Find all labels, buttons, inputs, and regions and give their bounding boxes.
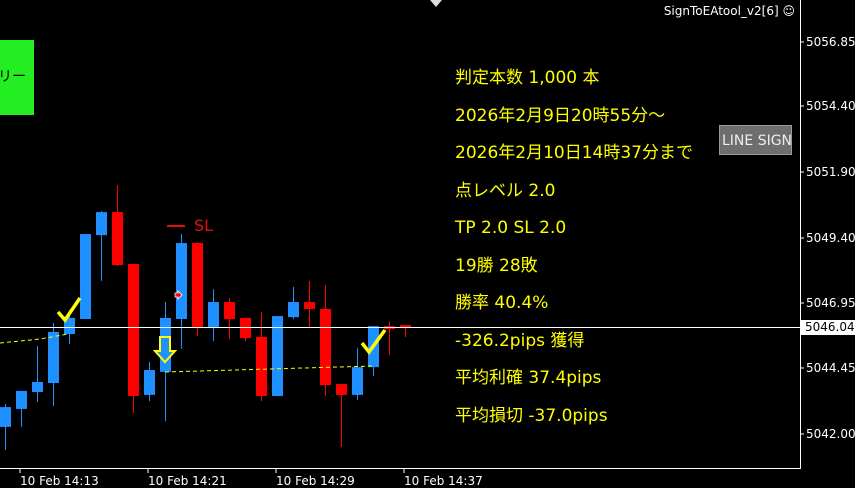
candle xyxy=(144,362,155,401)
stat-start: 2026年2月9日20時55分～ xyxy=(455,105,666,126)
stat-winrate: 勝率 40.4% xyxy=(455,293,549,313)
candle-body xyxy=(144,370,155,395)
candle xyxy=(0,403,11,450)
candle-body xyxy=(320,308,331,386)
current-price-label: 5046.04 xyxy=(801,320,855,335)
candle xyxy=(256,312,267,401)
stats-panel: 判定本数 1,000 本 2026年2月9日20時55分～ 2026年2月10日… xyxy=(455,60,693,435)
price-axis-label: 5046.95 xyxy=(806,296,855,310)
time-axis-label: 10 Feb 14:29 xyxy=(276,474,355,488)
indicator-title: SignToEAtool_v2[6] ☺ xyxy=(664,4,795,18)
stat-end: 2026年2月10日14時37分まで xyxy=(455,143,693,163)
candle-body xyxy=(352,367,363,395)
trade-line xyxy=(164,365,373,373)
candle-body xyxy=(112,212,123,266)
candle-body xyxy=(16,390,27,409)
green-button[interactable]: リー xyxy=(0,40,34,115)
down-arrow-icon xyxy=(152,336,178,364)
sl-label: SL xyxy=(194,216,214,235)
time-axis-label: 10 Feb 14:13 xyxy=(20,474,99,488)
stat-avg-profit: 平均利確 37.4pips xyxy=(455,368,602,388)
time-axis-label: 10 Feb 14:37 xyxy=(404,474,483,488)
candle xyxy=(16,390,27,427)
candle xyxy=(320,285,331,396)
stat-wins-losses: 19勝 28敗 xyxy=(455,255,538,276)
candle-body xyxy=(176,243,187,319)
candle-body xyxy=(256,336,267,396)
candle-body xyxy=(288,302,299,318)
green-button-label: リー xyxy=(0,69,26,85)
candle-body xyxy=(0,407,11,427)
candle-body xyxy=(336,384,347,395)
candle xyxy=(96,211,107,281)
candle xyxy=(240,317,251,341)
candle xyxy=(208,289,219,341)
candle-body xyxy=(400,325,411,328)
price-axis-label: 5054.40 xyxy=(806,99,855,113)
check-icon xyxy=(56,297,82,323)
stat-avg-loss: 平均損切 -37.0pips xyxy=(455,405,608,426)
candle xyxy=(288,286,299,319)
price-axis-label: 5056.85 xyxy=(806,35,855,49)
smiley-icon: ☺ xyxy=(782,4,795,18)
candle xyxy=(224,298,235,340)
candle-body xyxy=(272,316,283,396)
candle-body xyxy=(128,263,139,396)
candle xyxy=(112,185,123,267)
candle-body xyxy=(96,212,107,236)
candle xyxy=(352,348,363,400)
candle-body xyxy=(304,302,315,309)
candle-body xyxy=(64,317,75,335)
check-icon xyxy=(360,328,387,355)
candle xyxy=(400,325,411,337)
time-axis-label: 10 Feb 14:21 xyxy=(148,474,227,488)
candle xyxy=(128,263,139,413)
candle xyxy=(384,321,395,355)
candle-body xyxy=(192,243,203,327)
stat-pips: -326.2pips 獲得 xyxy=(455,330,585,351)
candle xyxy=(272,316,283,396)
candle-body xyxy=(224,302,235,319)
price-axis-label: 5051.90 xyxy=(806,165,855,179)
candle xyxy=(336,384,347,448)
chart-shift-marker[interactable] xyxy=(430,0,442,7)
line-sign-button[interactable]: LINE SIGN xyxy=(719,125,792,155)
candle xyxy=(48,322,59,407)
price-axis-label: 5042.00 xyxy=(806,427,855,441)
candle-body xyxy=(208,302,219,327)
entry-arrow-icon xyxy=(174,290,183,300)
trade-line xyxy=(0,333,69,344)
candle-body xyxy=(80,234,91,319)
stat-count: 判定本数 1,000 本 xyxy=(455,68,600,88)
candle xyxy=(32,345,43,403)
stat-tp-sl: TP 2.0 SL 2.0 xyxy=(455,218,567,238)
candle-body xyxy=(48,331,59,384)
price-axis-label: 5049.40 xyxy=(806,231,855,245)
candle xyxy=(80,234,91,319)
candle xyxy=(304,280,315,328)
stat-level: 点レベル 2.0 xyxy=(455,180,556,201)
price-axis-label: 5044.45 xyxy=(806,361,855,375)
indicator-name: SignToEAtool_v2[6] xyxy=(663,4,779,18)
candle xyxy=(192,242,203,336)
candle xyxy=(176,234,187,349)
candle-body xyxy=(32,381,43,392)
